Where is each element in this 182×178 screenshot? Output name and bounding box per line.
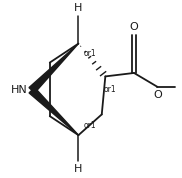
- Text: HN: HN: [11, 85, 27, 95]
- Text: O: O: [153, 90, 162, 100]
- Text: or1: or1: [84, 49, 96, 58]
- Text: H: H: [74, 164, 83, 174]
- Text: H: H: [74, 3, 83, 13]
- Polygon shape: [29, 88, 78, 135]
- Text: or1: or1: [84, 121, 96, 130]
- Polygon shape: [29, 44, 78, 93]
- Text: or1: or1: [104, 85, 116, 94]
- Text: O: O: [130, 22, 138, 32]
